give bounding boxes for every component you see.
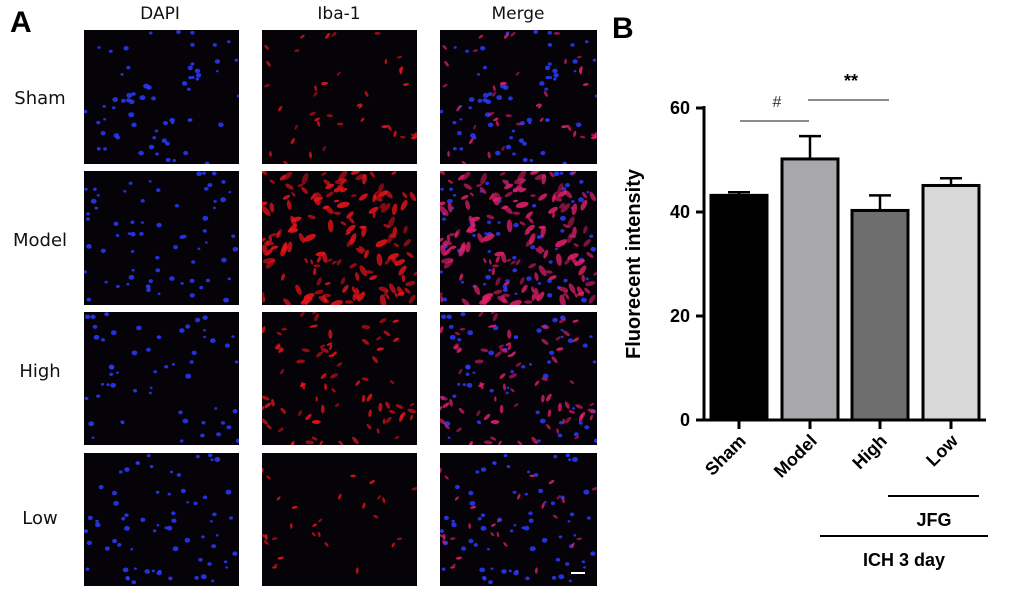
y-tick-label: 20 <box>670 306 690 326</box>
column-header-dapi: DAPI <box>140 4 180 24</box>
column-header-iba1: Iba-1 <box>317 4 361 24</box>
micrograph-low-iba1 <box>262 453 417 586</box>
micrograph-sham-merge <box>440 30 597 164</box>
micrograph-sham-dapi <box>84 30 239 164</box>
micrograph-image <box>262 312 417 445</box>
micrograph-image <box>440 30 597 164</box>
micrograph-image <box>84 171 239 305</box>
micrograph-image <box>84 30 239 164</box>
micrograph-low-dapi <box>84 453 239 586</box>
micrograph-image <box>262 453 417 586</box>
row-label-high: High <box>19 361 61 382</box>
significance-label: # <box>773 94 782 111</box>
x-tick-label-low: Low <box>922 430 962 470</box>
micrograph-high-merge <box>440 312 597 445</box>
micrograph-model-dapi <box>84 171 239 305</box>
column-header-merge: Merge <box>491 4 545 24</box>
micrograph-model-merge <box>440 171 597 305</box>
x-tick-label-high: High <box>848 431 890 473</box>
bar-chart: 0 20 40 60 Fluorecent intensity Sham Model High… <box>600 0 1020 593</box>
panel-a-letter: A <box>10 6 32 39</box>
x-tick-label-sham: Sham <box>701 431 750 480</box>
row-label-model: Model <box>12 230 68 251</box>
scale-bar <box>571 572 585 574</box>
group-label: JFG <box>916 510 951 530</box>
y-axis-label: Fluorecent intensity <box>623 168 645 359</box>
group-label: ICH 3 day <box>863 550 945 570</box>
micrograph-high-iba1 <box>262 312 417 445</box>
micrograph-image <box>84 453 239 586</box>
bar-model <box>780 157 840 422</box>
row-label-sham: Sham <box>14 88 66 109</box>
bar-chart-svg: 0 20 40 60 Fluorecent intensity Sham Model High… <box>623 71 988 570</box>
micrograph-high-dapi <box>84 312 239 445</box>
significance-label: ** <box>844 71 858 91</box>
y-tick-label: 60 <box>670 98 690 118</box>
micrograph-sham-iba1 <box>262 30 417 164</box>
bar-high <box>850 208 910 422</box>
micrograph-image <box>84 312 239 445</box>
micrograph-image <box>262 171 417 305</box>
panel-b-letter: B <box>612 12 634 45</box>
y-tick-label: 0 <box>680 410 690 430</box>
y-tick-label: 40 <box>670 202 690 222</box>
micrograph-image <box>440 453 597 586</box>
x-tick-label-model: Model <box>770 431 821 482</box>
micrograph-low-merge <box>440 453 597 586</box>
bar-low <box>921 183 981 422</box>
row-label-low: Low <box>22 508 58 529</box>
micrograph-model-iba1 <box>262 171 417 305</box>
micrograph-image <box>440 171 597 305</box>
bar-sham <box>709 193 769 422</box>
micrograph-image <box>440 312 597 445</box>
micrograph-image <box>262 30 417 164</box>
